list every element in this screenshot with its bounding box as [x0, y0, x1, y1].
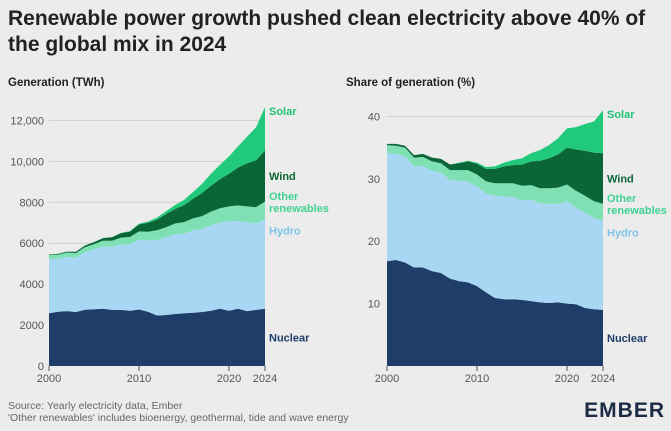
- chart-title-share: Share of generation (%): [346, 77, 476, 89]
- series-label-nuclear: Nuclear: [607, 333, 648, 345]
- series-label-solar: Solar: [607, 109, 635, 121]
- y-tick-label: 40: [368, 111, 380, 123]
- area-wind: [387, 143, 603, 204]
- area-hydro: [387, 152, 603, 310]
- series-label-nuclear: Nuclear: [269, 332, 310, 344]
- source-note: Source: Yearly electricity data, Ember: [8, 400, 183, 412]
- area-other-renewables: [49, 201, 265, 259]
- area-nuclear: [49, 308, 265, 366]
- y-tick-label: 6000: [20, 238, 44, 250]
- series-label-other-renewables: Other renewables: [269, 191, 329, 215]
- x-tick-label: 2024: [253, 373, 277, 385]
- y-tick-label: 8000: [20, 197, 44, 209]
- x-tick-label: 2000: [37, 373, 61, 385]
- series-label-wind: Wind: [607, 174, 634, 186]
- page-title: Renewable power growth pushed clean elec…: [8, 7, 646, 56]
- series-label-hydro: Hydro: [607, 228, 639, 240]
- series-label-wind: Wind: [269, 171, 296, 183]
- y-tick-label: 4000: [20, 279, 44, 291]
- x-tick-label: 2000: [375, 373, 399, 385]
- x-tick-label: 2010: [465, 373, 489, 385]
- y-tick-label: 10,000: [10, 156, 44, 168]
- series-label-solar: Solar: [269, 106, 297, 118]
- series-label-other-renewables: Other renewables: [607, 193, 667, 217]
- y-tick-label: 2000: [20, 320, 44, 332]
- ember-logo: EMBER: [584, 399, 665, 422]
- y-tick-label: 20: [368, 236, 380, 248]
- area-wind: [49, 150, 265, 256]
- area-hydro: [49, 218, 265, 316]
- x-tick-label: 2020: [555, 373, 579, 385]
- area-nuclear: [387, 259, 603, 366]
- area-other-renewables: [387, 145, 603, 221]
- area-solar: [387, 110, 603, 169]
- other-renewables-note: 'Other renewables' includes bioenergy, g…: [8, 412, 349, 424]
- chart-title-generation: Generation (TWh): [8, 77, 105, 89]
- y-tick-label: 0: [38, 361, 44, 373]
- x-tick-label: 2020: [217, 373, 241, 385]
- x-tick-label: 2010: [127, 373, 151, 385]
- y-tick-label: 10: [368, 299, 380, 311]
- y-tick-label: 30: [368, 174, 380, 186]
- x-tick-label: 2024: [591, 373, 615, 385]
- series-label-hydro: Hydro: [269, 226, 301, 238]
- y-tick-label: 12,000: [10, 115, 44, 127]
